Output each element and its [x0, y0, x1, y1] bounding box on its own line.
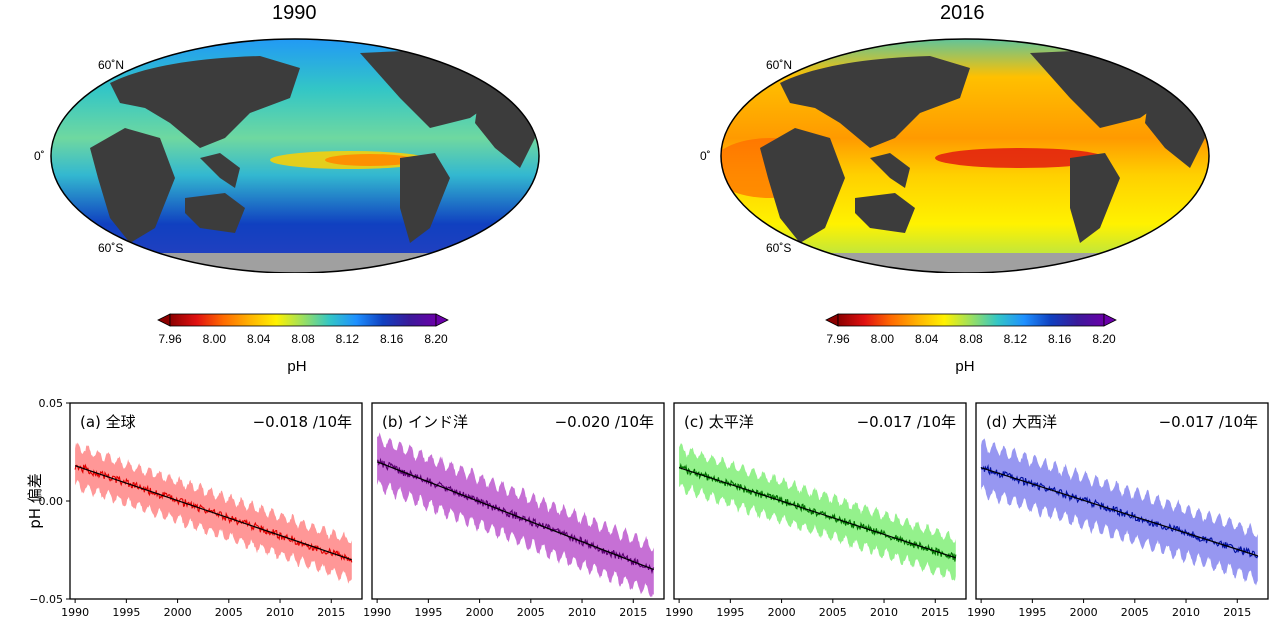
colorbar-2016	[825, 313, 1117, 327]
map-title-2016: 2016	[940, 2, 985, 24]
y-tick-label: 0.00	[39, 495, 64, 508]
colorbar-tick-label: 8.08	[959, 332, 983, 346]
colorbar-ramp	[837, 313, 1105, 327]
colorbar-tick-label: 8.12	[1003, 332, 1028, 346]
colorbar-label-2016: pH	[955, 358, 975, 375]
y-tick-label: −0.05	[29, 593, 63, 606]
colorbar-tick-label: 8.04	[914, 332, 939, 346]
colorbar-1990	[157, 313, 449, 327]
colorbar-label-1990: pH	[287, 358, 307, 375]
x-tick-label: 2015	[921, 606, 949, 619]
x-tick-label: 2010	[568, 606, 596, 619]
colorbar-tick-label: 7.96	[826, 332, 850, 346]
trend-line	[376, 461, 654, 571]
x-tick-label: 2000	[466, 606, 494, 619]
map-title-1990: 1990	[272, 2, 317, 24]
y-axis-label: pH 偏差	[26, 473, 44, 529]
colorbar-arrow-low	[157, 313, 171, 327]
colorbar-arrow-high	[435, 313, 449, 327]
plot-frame	[975, 402, 1269, 600]
x-tick-label: 1995	[414, 606, 442, 619]
panel-0: (a) 全球 −0.018 /10年 1990 1995 2000 2005 2010 201…	[26, 397, 363, 619]
map-2016	[720, 38, 1210, 273]
x-tick-label: 2010	[266, 606, 294, 619]
colorbar-ramp	[169, 313, 437, 327]
lat-label-0-2016: 0˚	[700, 149, 711, 163]
x-tick-label: 2005	[215, 606, 243, 619]
x-tick-label: 2015	[1223, 606, 1251, 619]
monthly-series	[980, 464, 1259, 559]
colorbar-tick-label: 8.12	[335, 332, 360, 346]
colorbar-tick-label: 8.08	[291, 332, 315, 346]
x-tick-label: 2000	[164, 606, 192, 619]
x-tick-label: 2005	[819, 606, 847, 619]
trend-line	[980, 467, 1258, 557]
colorbar-tick-label: 8.00	[202, 332, 227, 346]
lat-label-60s-1990: 60˚S	[98, 241, 124, 255]
ph-anomaly-charts: (a) 全球 −0.018 /10年 1990 1995 2000 2005 2010 201…	[26, 397, 1269, 619]
panel-label: (b) インド洋	[382, 413, 468, 431]
x-tick-label: 1990	[363, 606, 391, 619]
colorbar-tick-label: 7.96	[158, 332, 182, 346]
x-tick-label: 1995	[112, 606, 140, 619]
x-tick-label: 1990	[61, 606, 89, 619]
panel-1: (b) インド洋 −0.020 /10年 1990 1995 2000 2005 2010 2…	[363, 402, 665, 619]
panel-label: (a) 全球	[80, 413, 136, 431]
trend-label: −0.020 /10年	[555, 413, 654, 431]
x-tick-label: 2010	[870, 606, 898, 619]
trend-label: −0.017 /10年	[857, 413, 956, 431]
x-tick-label: 2005	[1121, 606, 1149, 619]
monthly-series	[678, 462, 957, 562]
panel-label: (d) 大西洋	[986, 413, 1057, 431]
x-tick-label: 1995	[1018, 606, 1046, 619]
colorbar-tick-label: 8.20	[1092, 332, 1116, 346]
monthly-series	[377, 457, 655, 575]
x-tick-label: 1990	[967, 606, 995, 619]
lat-label-60n-1990: 60˚N	[98, 58, 125, 72]
lat-label-0-1990: 0˚	[34, 149, 45, 163]
plot-frame	[371, 402, 665, 600]
colorbar-tick-label: 8.20	[424, 332, 448, 346]
monthly-series	[74, 463, 353, 563]
x-tick-label: 2000	[768, 606, 796, 619]
plot-frame	[673, 402, 967, 600]
panel-label: (c) 太平洋	[684, 413, 754, 431]
trend-label: −0.017 /10年	[1159, 413, 1258, 431]
colorbar-arrow-high	[1103, 313, 1117, 327]
map-1990	[50, 38, 540, 273]
x-tick-label: 1995	[716, 606, 744, 619]
panel-2: (c) 太平洋 −0.017 /10年 1990 1995 2000 2005 2010 20…	[665, 402, 967, 619]
panel-3: (d) 大西洋 −0.017 /10年 1990 1995 2000 2005 2010 20…	[967, 402, 1269, 619]
colorbar-tick-label: 8.00	[870, 332, 895, 346]
lat-label-60s-2016: 60˚S	[766, 241, 792, 255]
x-tick-label: 1990	[665, 606, 693, 619]
lat-label-60n-2016: 60˚N	[766, 58, 793, 72]
x-tick-label: 2005	[517, 606, 545, 619]
x-tick-label: 2015	[619, 606, 647, 619]
colorbar-tick-label: 8.16	[379, 332, 404, 346]
colorbar-arrow-low	[825, 313, 839, 327]
x-tick-label: 2000	[1070, 606, 1098, 619]
trend-line	[74, 465, 352, 561]
y-tick-label: 0.05	[39, 397, 64, 410]
colorbar-tick-label: 8.16	[1047, 332, 1072, 346]
colorbar-tick-label: 8.04	[246, 332, 271, 346]
trend-line	[678, 467, 956, 559]
x-tick-label: 2010	[1172, 606, 1200, 619]
x-tick-label: 2015	[317, 606, 345, 619]
trend-label: −0.018 /10年	[253, 413, 352, 431]
